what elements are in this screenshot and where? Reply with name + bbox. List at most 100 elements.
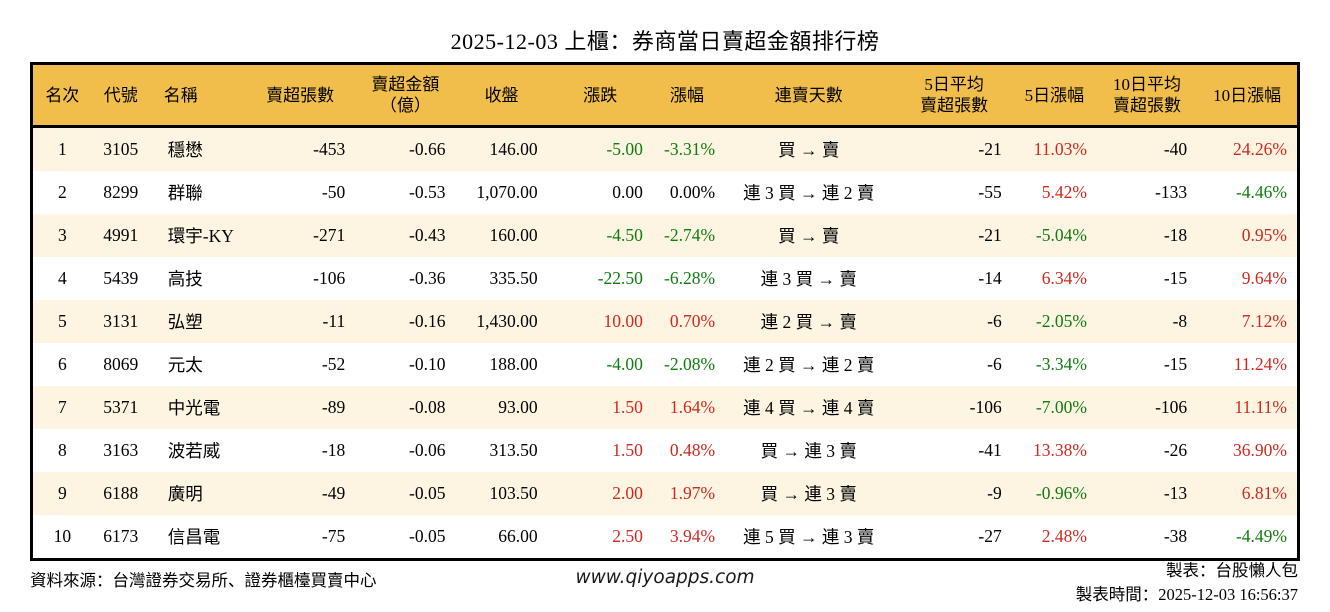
cell-consecutive_days: 連 3 買 → 賣 [760,269,857,289]
cell-avg10_volume: -106 [1155,397,1188,417]
cell-name: 群聯 [167,183,203,203]
table-row: 6 8069 元太 -52 -0.10 188.00 -4.00 -2.08% 連 2 買 → … [31,343,1299,386]
cell-change: 10.00 [603,311,643,331]
cell-consecutive_days: 買 → 連 3 賣 [760,484,857,504]
cell-change_pct: 0.70% [669,311,716,331]
table-row: 2 8299 群聯 -50 -0.53 1,070.00 0.00 0.00% 連 3 買 → … [31,171,1299,214]
cell-close: 93.00 [498,397,538,417]
cell-avg10_volume: -18 [1163,225,1188,245]
cell-net_sell_volume: -89 [321,397,346,417]
cell-rank: 4 [57,268,67,288]
col-header-net_sell_amount: 賣超金額 （億） [355,63,456,128]
cell-net_sell_amount: -0.08 [409,397,446,417]
cell-pct10: 6.81% [1241,483,1287,503]
cell-net_sell_amount: -0.53 [409,182,446,202]
cell-avg10_volume: -133 [1155,182,1188,202]
cell-consecutive_days: 連 2 買 → 賣 [760,312,857,332]
cell-net_sell_volume: -271 [313,225,346,245]
cell-pct10: 24.26% [1233,139,1287,159]
col-header-pct10: 10日漲幅 [1197,63,1299,128]
cell-pct5: -0.96% [1035,483,1087,503]
made-time-label: 製表時間：2025-12-03 16:56:37 [1075,585,1298,604]
cell-rank: 5 [57,311,67,331]
cell-avg5_volume: -41 [978,440,1002,460]
table-row: 4 5439 高技 -106 -0.36 335.50 -22.50 -6.28% 連 3 買 … [31,257,1299,300]
cell-pct10: 0.95% [1241,225,1287,245]
cell-avg5_volume: -27 [978,526,1002,546]
cell-pct10: 9.64% [1241,268,1287,288]
col-header-rank: 名次 [31,63,92,128]
cell-pct5: -3.34% [1035,354,1087,374]
cell-pct10: 11.24% [1233,354,1287,374]
col-header-change: 漲跌 [547,63,653,128]
cell-code: 8069 [103,354,139,374]
cell-change: -22.50 [597,268,643,288]
cell-net_sell_volume: -50 [321,182,346,202]
cell-pct5: -2.05% [1035,311,1087,331]
cell-change: -4.50 [606,225,643,245]
cell-change_pct: 0.48% [669,440,716,460]
col-header-close: 收盤 [455,63,548,128]
cell-rank: 8 [57,440,67,460]
made-by-label: 製表：台股懶人包 [1166,561,1298,580]
cell-rank: 1 [57,139,67,159]
cell-avg5_volume: -9 [987,483,1002,503]
cell-rank: 10 [53,526,72,546]
cell-name: 中光電 [167,398,221,418]
cell-net_sell_amount: -0.16 [409,311,446,331]
cell-net_sell_amount: -0.06 [409,440,446,460]
cell-pct5: 13.38% [1032,440,1087,460]
cell-net_sell_amount: -0.05 [409,526,446,546]
cell-change: 2.00 [612,483,643,503]
cell-avg5_volume: -21 [978,225,1002,245]
cell-avg10_volume: -13 [1163,483,1188,503]
cell-pct10: 11.11% [1234,397,1287,417]
cell-net_sell_volume: -18 [321,440,346,460]
cell-consecutive_days: 連 4 買 → 連 4 賣 [743,398,875,418]
cell-pct5: 6.34% [1041,268,1087,288]
cell-change_pct: -2.08% [664,354,716,374]
cell-avg5_volume: -14 [978,268,1002,288]
col-header-avg10_volume: 10日平均 賣超張數 [1096,63,1198,128]
cell-change: 1.50 [612,397,643,417]
sell-ranking-table: 名次 代號 名稱 賣超張數 賣超金額 （億） 收盤 漲跌 漲幅 連賣天數 5日平均 賣超張數 5日漲… [30,62,1300,561]
cell-avg10_volume: -38 [1163,526,1188,546]
table-row: 5 3131 弘塑 -11 -0.16 1,430.00 10.00 0.70% 連 2 買 →… [31,300,1299,343]
col-header-avg5_volume: 5日平均 賣超張數 [896,63,1012,128]
cell-avg10_volume: -15 [1163,268,1188,288]
cell-consecutive_days: 買 → 賣 [778,226,840,246]
cell-consecutive_days: 連 3 買 → 連 2 賣 [743,183,875,203]
table-row: 10 6173 信昌電 -75 -0.05 66.00 2.50 3.94% 連 5 買 → 連… [31,515,1299,560]
cell-code: 6188 [103,483,139,503]
col-header-code: 代號 [91,63,150,128]
table-row: 7 5371 中光電 -89 -0.08 93.00 1.50 1.64% 連 4 買 → 連 … [31,386,1299,429]
cell-code: 4991 [103,225,139,245]
cell-avg10_volume: -26 [1163,440,1188,460]
cell-change: 1.50 [612,440,643,460]
cell-pct5: 2.48% [1041,526,1087,546]
cell-pct10: 7.12% [1241,311,1287,331]
col-header-pct5: 5日漲幅 [1011,63,1097,128]
cell-code: 3131 [103,311,139,331]
cell-net_sell_volume: -52 [321,354,346,374]
cell-net_sell_amount: -0.43 [409,225,446,245]
cell-close: 1,430.00 [476,311,538,331]
cell-change_pct: 3.94% [669,526,716,546]
table-row: 1 3105 穩懋 -453 -0.66 146.00 -5.00 -3.31% 買 → 賣 -2… [31,126,1299,171]
cell-close: 335.50 [489,268,538,288]
cell-close: 160.00 [489,225,538,245]
col-header-name: 名稱 [149,63,245,128]
report-credit: 製表：台股懶人包 製表時間：2025-12-03 16:56:37 [1076,559,1298,607]
cell-pct5: 5.42% [1041,182,1087,202]
cell-avg5_volume: -6 [987,354,1002,374]
table-row: 3 4991 環宇-KY -271 -0.43 160.00 -4.50 -2.74% 買 → … [31,214,1299,257]
cell-code: 5439 [103,268,139,288]
cell-change_pct: -3.31% [664,139,716,159]
cell-net_sell_volume: -75 [321,526,346,546]
cell-change: 0.00 [612,182,643,202]
data-source-note: 資料來源：台灣證券交易所、證券櫃檯買賣中心 [30,571,377,590]
cell-rank: 6 [57,354,67,374]
cell-rank: 9 [57,483,67,503]
table-row: 9 6188 廣明 -49 -0.05 103.50 2.00 1.97% 買 → 連 3 賣 -… [31,472,1299,515]
cell-pct10: 36.90% [1233,440,1287,460]
